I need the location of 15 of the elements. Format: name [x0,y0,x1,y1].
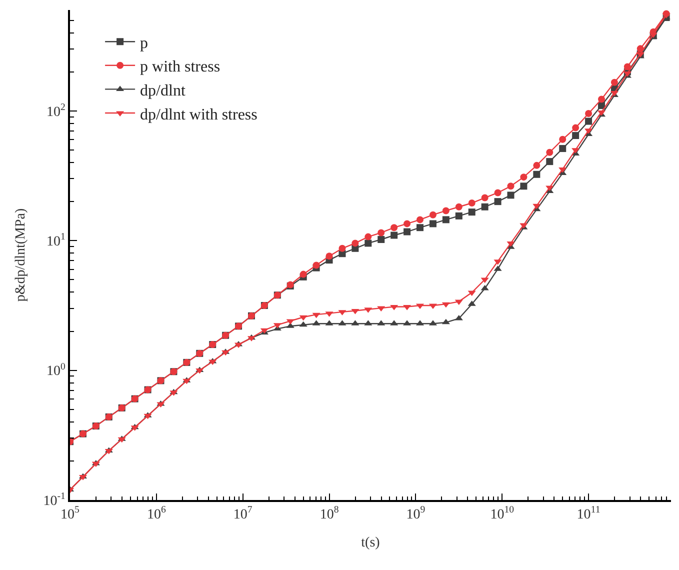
y-tick-label: 10$^{0}$ [46,361,66,380]
legend-label: dp/dlnt with stress [140,106,258,124]
x-tick-label: 10$^{11}$ [576,504,600,523]
x-tick-label: 10$^{8}$ [320,504,339,523]
legend-label: p [140,34,148,52]
x-tick-label: 10$^{7}$ [233,504,252,523]
legend-label: dp/dlnt [140,82,186,100]
x-axis-title: t(s) [361,535,380,550]
x-tick-label: 10$^{6}$ [146,504,166,523]
y-tick-label: 10$^{1}$ [46,232,66,250]
x-tick-label: 10$^{10}$ [490,504,514,523]
y-tick-label: 10$^{2}$ [46,102,66,120]
x-tick-label: 10$^{9}$ [406,504,426,523]
legend-label: p with stress [140,58,220,76]
y-axis-title: p&dp/dlnt(MPa) [13,208,28,302]
